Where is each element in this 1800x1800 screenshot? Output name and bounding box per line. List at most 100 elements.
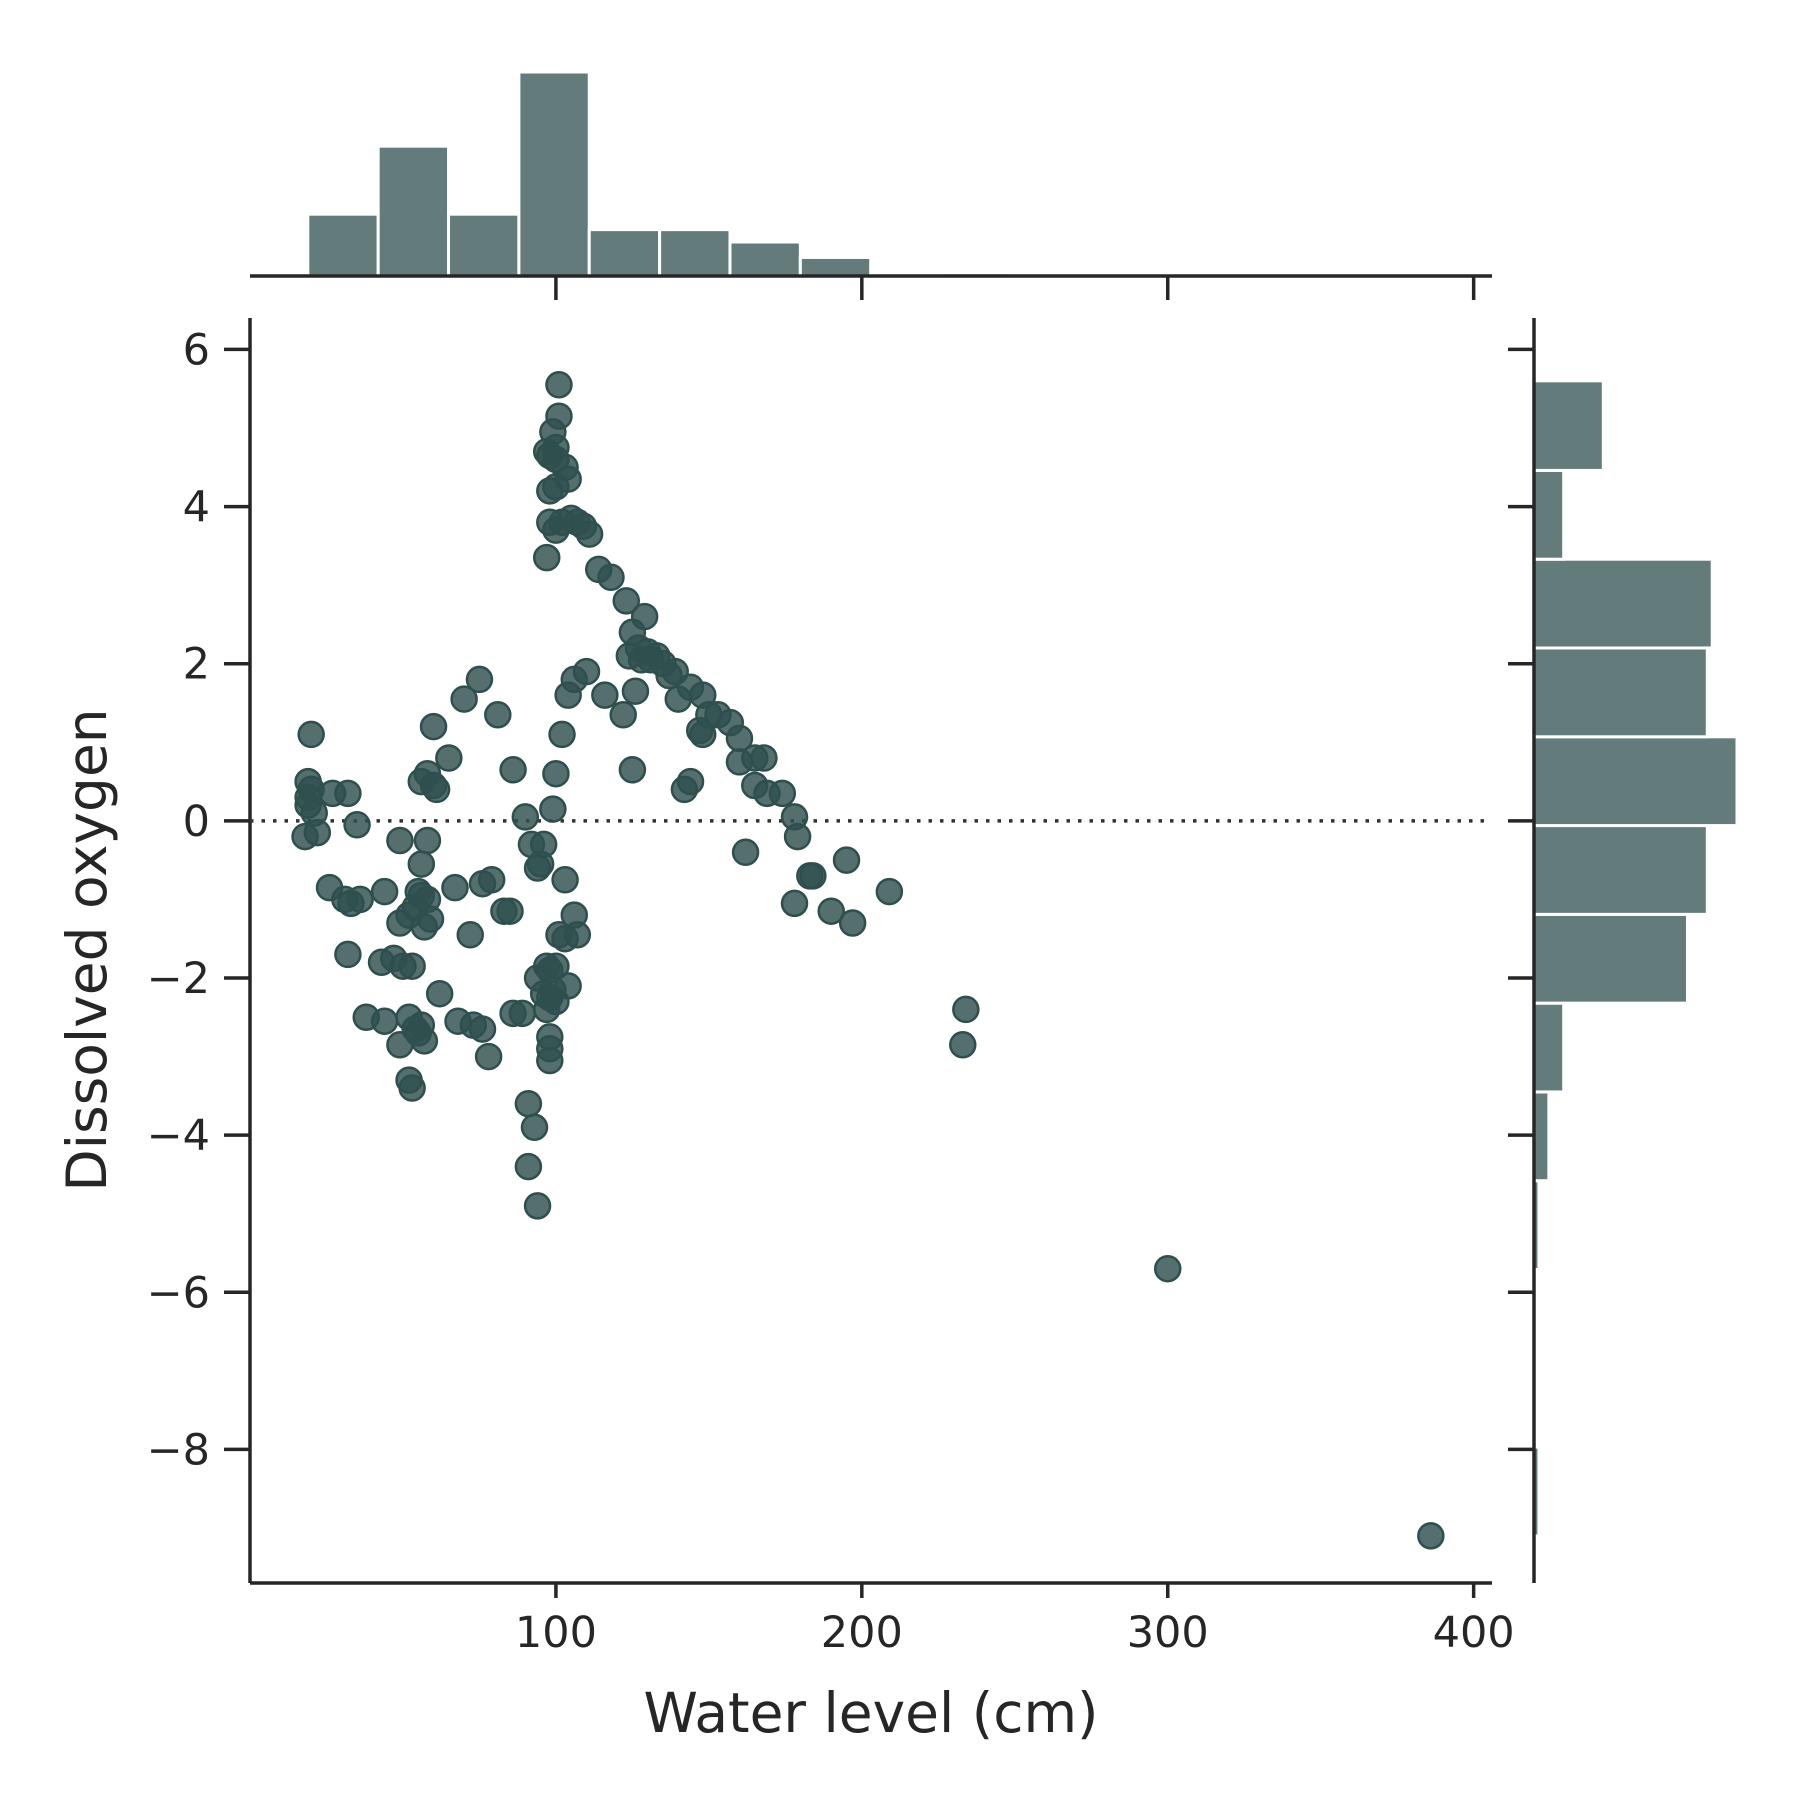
scatter-point (575, 520, 604, 548)
x-histogram-bar (658, 228, 732, 278)
y-ticks: 6 4 2 0 −2 −4 −6 −8 (147, 325, 250, 1475)
y-tick-label: 4 (183, 483, 210, 533)
scatter-point (407, 850, 436, 878)
scatter-point (474, 1042, 503, 1071)
scatter-point (413, 826, 442, 855)
scatter-point (949, 1031, 977, 1059)
scatter-point (450, 685, 478, 713)
y-axis-label: Dissolved oxygen (55, 708, 119, 1191)
scatter-point (520, 1113, 549, 1142)
x-histogram-bar (587, 228, 662, 278)
scatter-point (615, 642, 644, 670)
scatter-point (477, 866, 506, 894)
scatter-point (817, 897, 845, 925)
y-tick-label: 6 (183, 325, 210, 375)
scatter-point (563, 921, 592, 949)
y-histogram-bar (1532, 912, 1689, 1005)
scatter-point (1417, 1522, 1445, 1550)
scatter-point (597, 563, 625, 592)
right-marginal-histogram (1532, 379, 1739, 1538)
scatter-point (630, 602, 659, 631)
scatter-point (799, 862, 827, 890)
y-tick-label: 2 (183, 640, 210, 690)
y-tick-label: −8 (147, 1425, 210, 1475)
scatter-point (343, 811, 371, 839)
scatter-point (731, 838, 760, 867)
scatter-points (291, 371, 1445, 1550)
scatter-point (496, 897, 524, 925)
scatter-point (425, 979, 454, 1008)
scatter-point (508, 999, 537, 1028)
scatter-point (952, 995, 980, 1024)
scatter-point (539, 795, 567, 823)
scatter-point (370, 877, 399, 906)
scatter-point (484, 701, 512, 729)
scatter-point (346, 885, 374, 914)
scatter-point (441, 873, 469, 902)
scatter-point (875, 877, 904, 906)
scatter-point (542, 759, 570, 788)
scatter-point (551, 866, 579, 894)
top-marginal-ticks (554, 276, 1476, 300)
x-histogram-bar (447, 212, 521, 278)
scatter-point (404, 877, 433, 906)
y-histogram-bar (1532, 379, 1605, 472)
scatter-point (532, 543, 561, 572)
scatter-point (832, 846, 861, 874)
scatter-point (499, 756, 527, 784)
y-histogram-bar (1532, 1001, 1566, 1094)
scatter-point (750, 744, 778, 772)
scatter-point (676, 767, 705, 796)
scatter-point (398, 952, 426, 980)
scatter-point (618, 756, 647, 784)
scatter-point (768, 779, 797, 808)
scatter-point (398, 1074, 426, 1102)
scatter-point (542, 473, 570, 501)
x-histogram-bar (376, 144, 451, 278)
scatter-point (435, 744, 463, 772)
scatter-point (334, 940, 362, 969)
y-histogram-bar (1532, 557, 1714, 650)
scatter-point (529, 830, 558, 859)
scatter-point (591, 681, 619, 709)
scatter-point (416, 905, 445, 933)
y-histogram-bar (1532, 824, 1709, 916)
y-tick-label: 0 (183, 797, 210, 847)
y-histogram-bar (1532, 646, 1709, 739)
x-histogram-bar (306, 212, 380, 278)
x-axis-label: Water level (cm) (643, 1681, 1098, 1745)
y-histogram-bar (1532, 468, 1566, 561)
scatter-point (572, 657, 601, 686)
scatter-point (612, 587, 641, 615)
scatter-point (536, 1046, 564, 1075)
y-tick-label: −6 (147, 1268, 210, 1318)
scatter-point (468, 1015, 497, 1043)
scatter-point (545, 371, 573, 399)
y-tick-label: −4 (147, 1111, 210, 1161)
top-marginal-histogram (306, 70, 1013, 278)
scatter-point (548, 720, 576, 749)
scatter-point (410, 1027, 439, 1055)
y-histogram-bar (1532, 1090, 1551, 1183)
scatter-point (609, 701, 637, 729)
x-ticks: 100 200 300 400 (515, 1583, 1515, 1658)
scatter-point (297, 720, 325, 749)
scatter-point (514, 1152, 543, 1181)
scatter-point (334, 779, 362, 808)
y-tick-label: −2 (147, 954, 210, 1004)
scatter-point (554, 681, 582, 709)
scatter-point (1153, 1254, 1182, 1283)
x-histogram-bar (728, 240, 802, 278)
scatter-point (370, 1007, 399, 1035)
scatter-point (514, 1089, 543, 1118)
scatter-point (386, 826, 414, 855)
scatter-point (542, 987, 570, 1016)
x-histogram-bar (798, 255, 873, 278)
x-tick-label: 400 (1433, 1608, 1515, 1658)
scatter-point (303, 818, 332, 847)
scatter-point (523, 1192, 552, 1220)
scatter-point (838, 909, 867, 937)
right-marginal-ticks (1508, 347, 1534, 1452)
scatter-point (422, 775, 451, 804)
